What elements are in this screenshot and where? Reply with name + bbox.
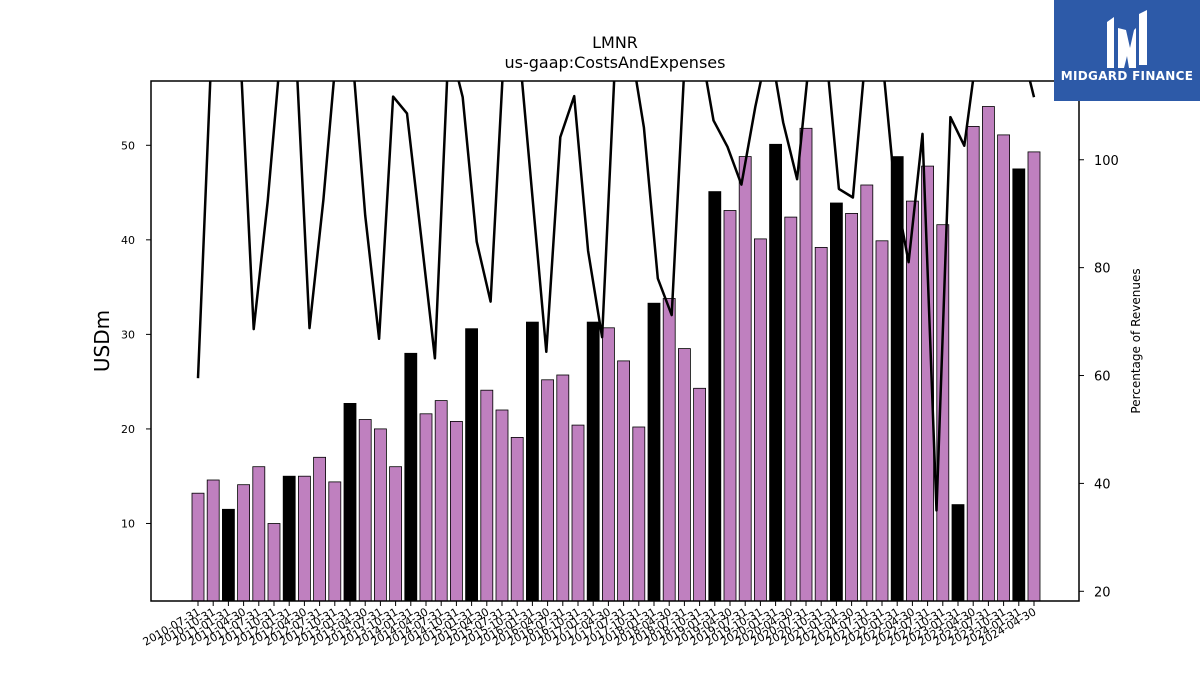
bar-2015-01-31 xyxy=(465,328,479,602)
bar-2017-07-31 xyxy=(617,360,630,602)
bar-2016-01-31 xyxy=(526,321,539,602)
bar-2011-07-31 xyxy=(252,466,266,602)
bar-2019-07-31 xyxy=(738,156,752,602)
bar-2017-04-30 xyxy=(602,327,615,602)
bar-2014-07-31 xyxy=(434,400,448,602)
y2-tick-label: 60 xyxy=(1094,370,1111,385)
bar-2024-01-31 xyxy=(1012,168,1026,602)
bar-2011-04-30 xyxy=(237,484,251,602)
bar-2011-01-31 xyxy=(221,508,235,602)
bar-2015-04-30 xyxy=(480,389,494,602)
bar-2012-04-30 xyxy=(297,475,311,602)
bar-2022-10-31 xyxy=(936,224,950,602)
bar-2016-10-31 xyxy=(571,424,585,602)
bar-2015-10-31 xyxy=(510,436,524,602)
bar-2019-04-30 xyxy=(723,210,737,602)
bar-2018-07-31 xyxy=(678,348,691,602)
bar-2013-04-30 xyxy=(358,419,372,602)
midgard-logo-icon xyxy=(1107,10,1147,68)
bar-2018-01-31 xyxy=(647,302,661,602)
midgard-finance-logo: MIDGARD FINANCE xyxy=(1054,0,1200,101)
y-tick-label: 30 xyxy=(121,328,135,341)
bar-2010-07-31 xyxy=(191,492,205,602)
chart-title: LMNR xyxy=(592,33,638,52)
bar-2013-10-31 xyxy=(389,466,403,602)
axes: 1020304050204060801002010-07-312010-10-3… xyxy=(121,139,1119,648)
y2-tick-label: 100 xyxy=(1094,154,1119,169)
bar-2023-07-31 xyxy=(982,106,995,602)
bar-2015-07-31 xyxy=(495,409,509,602)
bar-2014-01-31 xyxy=(404,352,418,602)
bar-2021-10-31 xyxy=(875,240,889,602)
bar-2019-10-31 xyxy=(754,238,767,602)
y-axis-label: USDm xyxy=(90,310,114,372)
bar-2014-10-31 xyxy=(449,420,463,602)
bar-2018-04-30 xyxy=(662,298,676,602)
bar-2016-07-31 xyxy=(556,374,570,602)
y-tick-label: 20 xyxy=(121,423,135,436)
bar-2020-07-31 xyxy=(799,127,813,602)
bar-2020-04-30 xyxy=(784,216,798,602)
bar-2019-01-31 xyxy=(708,191,722,602)
bar-2011-10-31 xyxy=(267,523,281,602)
percentage-line xyxy=(196,81,1036,512)
y-tick-label: 40 xyxy=(121,234,135,247)
bar-2021-07-31 xyxy=(860,184,874,602)
plot-frame xyxy=(150,80,1080,602)
bar-2023-10-31 xyxy=(997,134,1010,602)
y2-tick-label: 80 xyxy=(1094,262,1111,277)
bar-2016-04-30 xyxy=(541,379,554,602)
y-tick-label: 50 xyxy=(121,139,135,152)
bar-2023-04-30 xyxy=(966,126,980,602)
bar-2024-04-30 xyxy=(1027,151,1041,602)
bar-2010-10-31 xyxy=(206,479,220,602)
percentage-line-series xyxy=(196,81,1036,512)
bar-2020-01-31 xyxy=(769,143,782,602)
bar-2021-01-31 xyxy=(830,202,843,602)
bar-2013-01-31 xyxy=(343,402,357,602)
bar-2012-07-31 xyxy=(313,456,327,602)
bar-series xyxy=(191,106,1041,602)
y2-tick-label: 40 xyxy=(1094,477,1111,492)
brand-name: MIDGARD FINANCE xyxy=(1060,69,1194,83)
y2-axis-label: Percentage of Revenues xyxy=(1129,268,1143,413)
bar-2013-07-31 xyxy=(373,428,387,602)
bar-2018-10-31 xyxy=(693,387,706,602)
bar-2012-10-31 xyxy=(328,481,342,602)
bar-2014-04-30 xyxy=(419,413,433,602)
bar-2017-10-31 xyxy=(632,426,646,602)
bar-2023-01-31 xyxy=(951,504,965,602)
chart-subtitle: us-gaap:CostsAndExpenses xyxy=(505,53,726,72)
y2-tick-label: 20 xyxy=(1094,585,1111,600)
bar-2020-10-31 xyxy=(814,246,828,602)
y-tick-label: 10 xyxy=(121,517,135,530)
bar-2021-04-30 xyxy=(845,212,858,602)
bar-2017-01-31 xyxy=(586,321,600,602)
bar-2012-01-31 xyxy=(282,475,296,602)
